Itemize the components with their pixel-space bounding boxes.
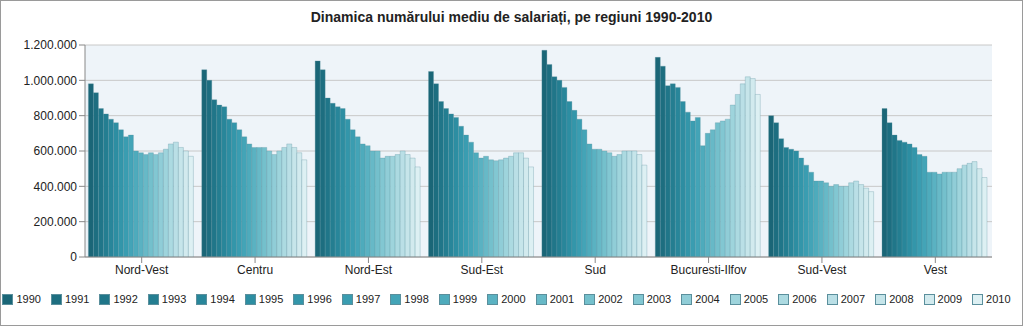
svg-text:Sud-Est: Sud-Est bbox=[460, 263, 503, 277]
html-text:2000: 2000 bbox=[501, 293, 526, 305]
svg-text:Nord-Vest: Nord-Vest bbox=[115, 263, 169, 277]
html-text:2001: 2001 bbox=[549, 293, 575, 305]
html-text:2004: 2004 bbox=[695, 293, 720, 305]
svg-text:600.000: 600.000 bbox=[34, 144, 78, 158]
html-text:1996: 1996 bbox=[307, 293, 332, 305]
svg-text:800.000: 800.000 bbox=[34, 109, 78, 123]
svg-text:Sud: Sud bbox=[585, 263, 606, 277]
html-text:1992: 1992 bbox=[113, 293, 138, 305]
html-text:2007: 2007 bbox=[840, 293, 866, 305]
html-text:1998: 1998 bbox=[404, 293, 429, 305]
html-text:Dinamica numărului mediu de sa: Dinamica numărului mediu de salariați, p… bbox=[310, 9, 713, 25]
svg-text:200.000: 200.000 bbox=[34, 215, 78, 229]
html-text:1999: 1999 bbox=[452, 293, 478, 305]
svg-text:Bucuresti-Ilfov: Bucuresti-Ilfov bbox=[671, 263, 747, 277]
html-text:2010: 2010 bbox=[986, 293, 1011, 305]
svg-text:Sud-Vest: Sud-Vest bbox=[798, 263, 847, 277]
html-text:1993: 1993 bbox=[161, 293, 187, 305]
svg-text:Centru: Centru bbox=[237, 263, 273, 277]
html-text:2002: 2002 bbox=[598, 293, 623, 305]
html-text:2008: 2008 bbox=[889, 293, 914, 305]
svg-text:Nord-Est: Nord-Est bbox=[345, 263, 393, 277]
svg-text:1.200.000: 1.200.000 bbox=[24, 38, 78, 52]
html-text:2003: 2003 bbox=[646, 293, 672, 305]
html-text:1995: 1995 bbox=[258, 293, 284, 305]
html-text:2009: 2009 bbox=[937, 293, 963, 305]
html-text:1990: 1990 bbox=[16, 293, 41, 305]
svg-text:1.000.000: 1.000.000 bbox=[24, 74, 78, 88]
html-text:2005: 2005 bbox=[743, 293, 769, 305]
html-text:2006: 2006 bbox=[792, 293, 817, 305]
svg-text:0: 0 bbox=[70, 250, 77, 264]
svg-text:Vest: Vest bbox=[924, 263, 948, 277]
html-text:1991: 1991 bbox=[64, 293, 90, 305]
html-text:1997: 1997 bbox=[355, 293, 381, 305]
html-text:1994: 1994 bbox=[210, 293, 235, 305]
svg-text:400.000: 400.000 bbox=[34, 180, 78, 194]
